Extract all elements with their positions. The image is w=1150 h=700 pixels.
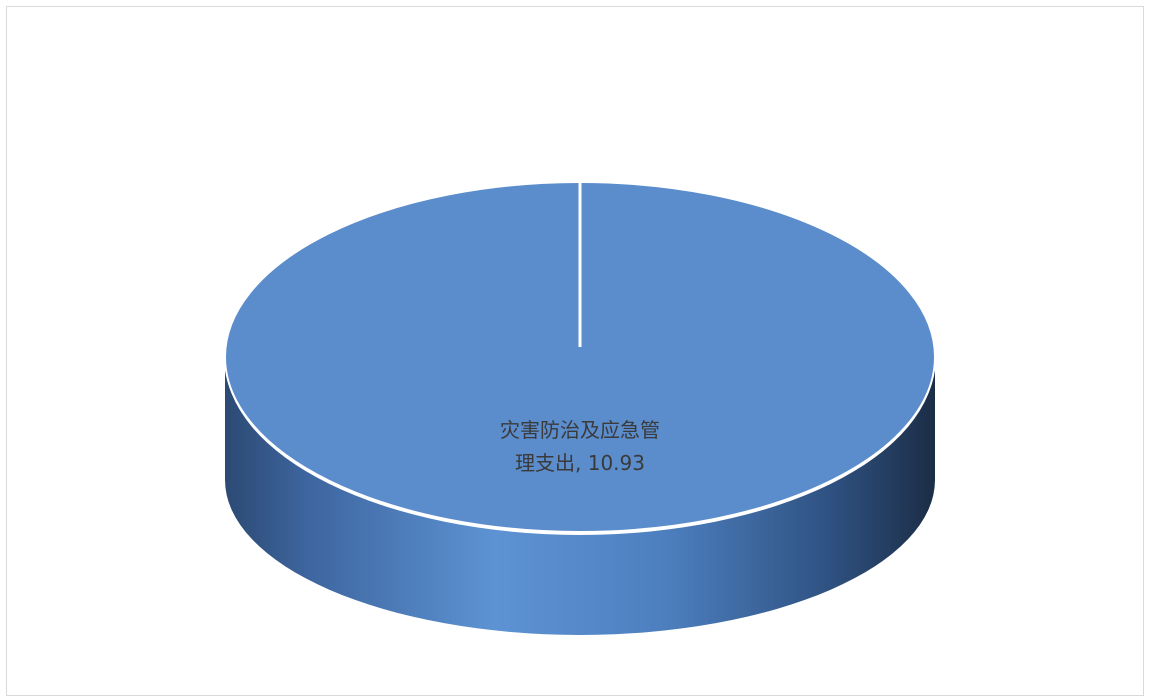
data-label-line1: 灾害防治及应急管: [500, 418, 660, 442]
data-label-line2: 理支出, 10.93: [515, 451, 645, 475]
pie-side: [225, 360, 935, 635]
pie-slice: [224, 181, 936, 533]
